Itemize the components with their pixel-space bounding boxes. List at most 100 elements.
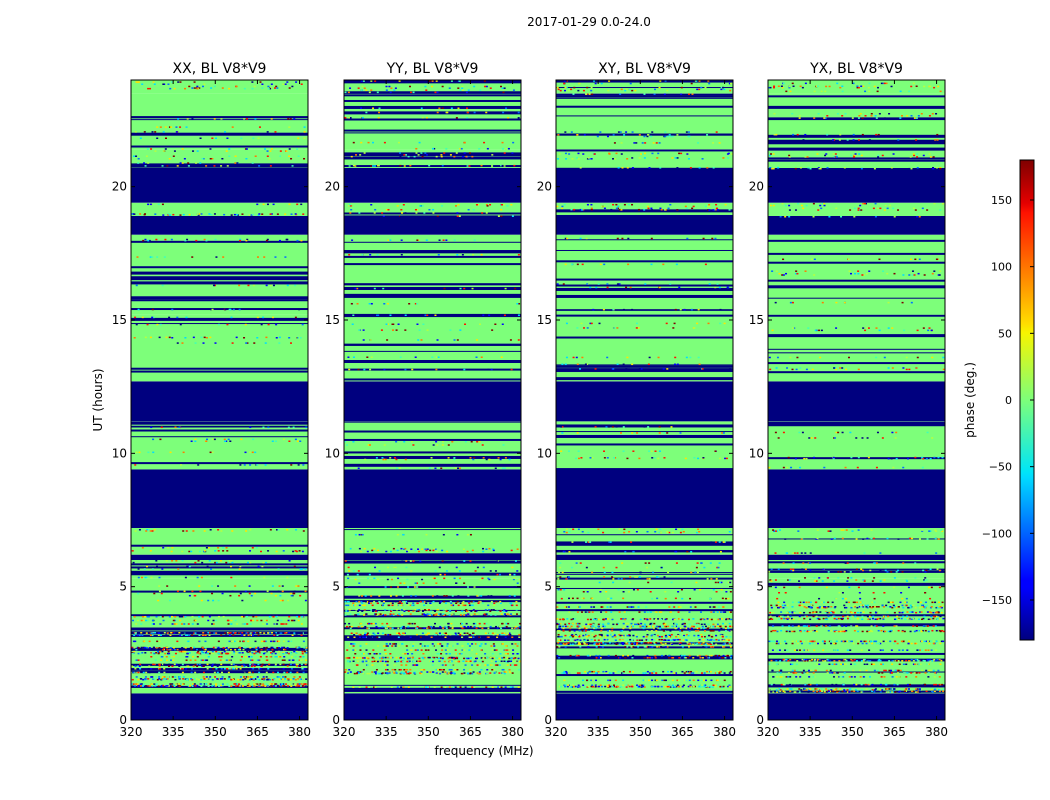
phase-pixel <box>701 635 704 638</box>
phase-pixel <box>648 578 651 580</box>
phase-pixel <box>214 676 217 678</box>
phase-pixel <box>426 609 429 611</box>
phase-pixel <box>305 652 308 654</box>
phase-pixel <box>367 627 370 630</box>
phase-pixel <box>137 157 140 160</box>
phase-pixel <box>150 668 153 670</box>
phase-pixel <box>246 684 249 687</box>
phase-pixel <box>447 457 450 459</box>
phase-pixel <box>514 657 517 659</box>
phase-pixel <box>641 639 644 641</box>
phase-pixel <box>162 648 165 651</box>
phase-pixel <box>207 619 210 622</box>
phase-pixel <box>581 530 584 533</box>
phase-pixel <box>374 671 377 673</box>
phase-pixel <box>168 615 171 618</box>
phase-pixel <box>587 685 590 688</box>
phase-pixel <box>587 643 590 646</box>
phase-pixel <box>265 284 268 287</box>
phase-pixel <box>398 602 401 605</box>
x-tick-label: 335 <box>375 725 398 739</box>
phase-pixel <box>432 614 435 616</box>
phase-pixel <box>467 643 470 645</box>
phase-pixel <box>279 150 282 152</box>
phase-pixel <box>662 625 665 628</box>
phase-pixel <box>387 604 390 607</box>
phase-pixel <box>190 550 193 553</box>
phase-pixel <box>701 657 704 659</box>
phase-pixel <box>274 440 277 442</box>
phase-pixel <box>190 648 193 651</box>
phase-pixel <box>718 541 721 543</box>
phase-pixel <box>170 238 173 241</box>
phase-pixel <box>162 214 165 216</box>
phase-pixel <box>357 368 360 371</box>
phase-pixel <box>434 614 437 616</box>
phase-pixel <box>267 648 270 651</box>
phase-pixel <box>261 663 264 666</box>
phase-pixel <box>158 336 161 339</box>
phase-pixel <box>192 530 195 532</box>
phase-pixel <box>594 639 597 641</box>
phase-pixel <box>301 632 304 634</box>
phase-pixel <box>728 685 731 688</box>
phase-pixel <box>362 604 365 607</box>
phase-pixel <box>654 618 657 621</box>
phase-pixel <box>367 602 370 605</box>
phase-pixel <box>226 683 229 685</box>
phase-pixel <box>264 464 267 466</box>
phase-pixel <box>286 665 289 667</box>
phase-pixel <box>194 438 197 441</box>
phase-pixel <box>699 657 702 659</box>
phase-pixel <box>720 618 723 620</box>
band-valid <box>131 202 308 216</box>
phase-pixel <box>413 586 416 588</box>
phase-pixel <box>591 630 594 632</box>
phase-pixel <box>485 203 488 206</box>
phase-pixel <box>505 610 508 612</box>
phase-pixel <box>593 606 596 608</box>
phase-pixel <box>209 148 212 150</box>
phase-pixel <box>391 602 394 605</box>
phase-pixel <box>278 676 281 678</box>
phase-pixel <box>376 614 379 616</box>
phase-pixel <box>725 638 728 641</box>
phase-pixel <box>396 586 399 588</box>
phase-pixel <box>159 634 162 636</box>
phase-pixel <box>409 604 412 607</box>
phase-pixel <box>227 652 230 655</box>
flag-line <box>344 255 521 258</box>
phase-pixel <box>251 162 254 164</box>
phase-pixel <box>352 649 355 651</box>
phase-pixel <box>628 642 631 644</box>
phase-pixel <box>151 632 154 634</box>
phase-pixel <box>488 458 491 461</box>
phase-pixel <box>498 672 501 674</box>
phase-pixel <box>302 464 305 466</box>
phase-pixel <box>435 80 438 82</box>
phase-pixel <box>478 671 481 673</box>
phase-pixel <box>297 337 300 339</box>
phase-pixel <box>289 652 292 654</box>
phase-pixel <box>378 107 381 109</box>
phase-pixel <box>302 671 305 674</box>
phase-pixel <box>502 203 505 206</box>
phase-pixel <box>707 643 710 646</box>
phase-pixel <box>622 622 625 625</box>
phase-pixel <box>444 609 447 611</box>
phase-pixel <box>396 533 399 536</box>
phase-pixel <box>223 213 226 216</box>
phase-pixel <box>516 548 519 550</box>
phase-pixel <box>404 314 407 317</box>
phase-pixel <box>181 148 184 150</box>
phase-pixel <box>199 590 202 593</box>
phase-pixel <box>377 164 380 167</box>
phase-pixel <box>571 597 574 600</box>
phase-pixel <box>148 678 151 681</box>
phase-pixel <box>493 672 496 674</box>
phase-pixel <box>729 657 732 659</box>
phase-pixel <box>572 685 575 688</box>
phase-pixel <box>281 646 284 649</box>
phase-pixel <box>173 648 176 651</box>
phase-pixel <box>688 611 691 613</box>
